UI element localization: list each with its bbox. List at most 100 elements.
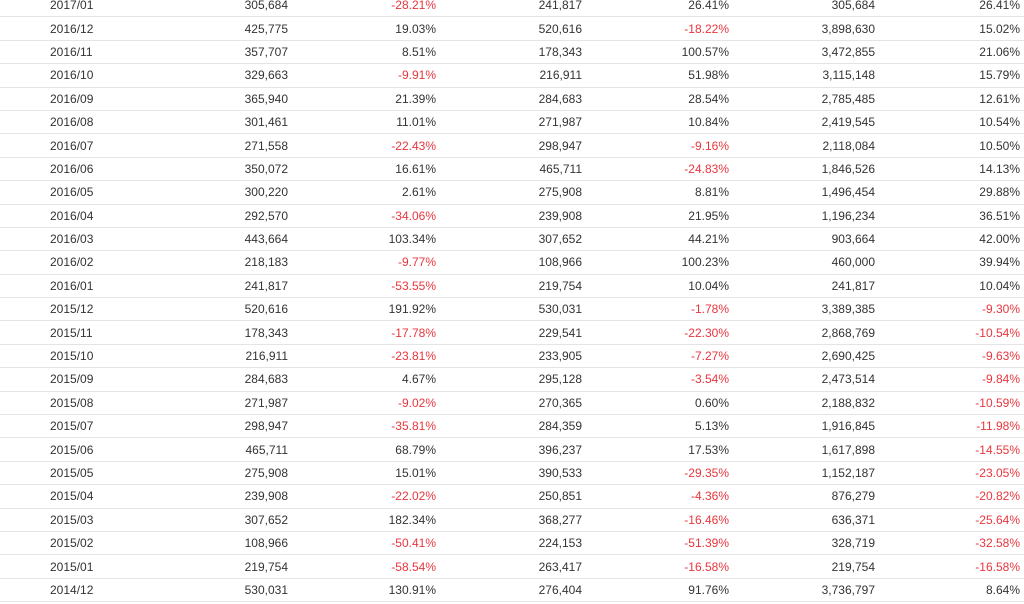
change-b-cell: -1.78% bbox=[582, 297, 729, 322]
change-b-cell: 91.76% bbox=[582, 578, 729, 603]
change-a-cell: 103.34% bbox=[288, 227, 436, 252]
value-a-cell: 307,652 bbox=[130, 508, 288, 532]
change-a-cell: 19.03% bbox=[288, 16, 436, 41]
change-b-cell: -3.54% bbox=[582, 367, 729, 392]
table-row: 2015/01 219,754 -58.54% 263,417 -16.58% 219,7… bbox=[0, 554, 1024, 579]
change-b-cell: 26.41% bbox=[582, 0, 729, 18]
value-a-cell: 465,711 bbox=[130, 437, 288, 462]
month-cell: 2016/09 bbox=[0, 87, 130, 111]
cumulative-change-cell: -9.84% bbox=[875, 367, 1024, 392]
value-a-cell: 329,663 bbox=[130, 63, 288, 88]
cumulative-cell: 3,898,630 bbox=[729, 16, 875, 41]
month-cell: 2015/05 bbox=[0, 461, 130, 486]
table-row: 2014/12 530,031 130.91% 276,404 91.76% 3,736,… bbox=[0, 578, 1024, 603]
cumulative-cell: 1,496,454 bbox=[729, 180, 875, 205]
cumulative-cell: 219,754 bbox=[729, 554, 875, 579]
cumulative-change-cell: 8.64% bbox=[875, 578, 1024, 603]
change-b-cell: 10.04% bbox=[582, 274, 729, 299]
change-a-cell: 191.92% bbox=[288, 297, 436, 322]
change-a-cell: -34.06% bbox=[288, 204, 436, 228]
value-b-cell: 465,711 bbox=[436, 157, 582, 182]
change-a-cell: 21.39% bbox=[288, 87, 436, 111]
change-a-cell: -9.91% bbox=[288, 63, 436, 88]
month-cell: 2017/01 bbox=[0, 0, 130, 18]
cumulative-cell: 3,389,385 bbox=[729, 297, 875, 322]
change-a-cell: -22.43% bbox=[288, 133, 436, 158]
value-b-cell: 229,541 bbox=[436, 320, 582, 345]
cumulative-cell: 2,188,832 bbox=[729, 391, 875, 416]
value-a-cell: 271,987 bbox=[130, 391, 288, 416]
value-a-cell: 443,664 bbox=[130, 227, 288, 252]
change-a-cell: -53.55% bbox=[288, 274, 436, 299]
month-cell: 2015/04 bbox=[0, 484, 130, 509]
month-cell: 2015/01 bbox=[0, 554, 130, 579]
change-b-cell: 0.60% bbox=[582, 391, 729, 416]
table-row: 2016/06 350,072 16.61% 465,711 -24.83% 1,846,… bbox=[0, 157, 1024, 182]
change-a-cell: 130.91% bbox=[288, 578, 436, 603]
month-cell: 2015/07 bbox=[0, 414, 130, 439]
month-cell: 2015/10 bbox=[0, 344, 130, 369]
cumulative-change-cell: -11.98% bbox=[875, 414, 1024, 439]
value-a-cell: 241,817 bbox=[130, 274, 288, 299]
month-cell: 2016/07 bbox=[0, 133, 130, 158]
month-cell: 2015/08 bbox=[0, 391, 130, 416]
table-row: 2015/03 307,652 182.34% 368,277 -16.46% 636,3… bbox=[0, 508, 1024, 532]
value-b-cell: 530,031 bbox=[436, 297, 582, 322]
cumulative-change-cell: 15.79% bbox=[875, 63, 1024, 88]
month-cell: 2016/11 bbox=[0, 40, 130, 65]
value-a-cell: 108,966 bbox=[130, 531, 288, 556]
cumulative-change-cell: -32.58% bbox=[875, 531, 1024, 556]
month-cell: 2016/03 bbox=[0, 227, 130, 252]
change-b-cell: 100.57% bbox=[582, 40, 729, 65]
value-b-cell: 298,947 bbox=[436, 133, 582, 158]
value-b-cell: 250,851 bbox=[436, 484, 582, 509]
cumulative-cell: 2,785,485 bbox=[729, 87, 875, 111]
table-row: 2015/10 216,911 -23.81% 233,905 -7.27% 2,690,… bbox=[0, 344, 1024, 369]
month-cell: 2015/09 bbox=[0, 367, 130, 392]
change-b-cell: 21.95% bbox=[582, 204, 729, 228]
table-row: 2015/12 520,616 191.92% 530,031 -1.78% 3,389,… bbox=[0, 297, 1024, 322]
cumulative-cell: 1,196,234 bbox=[729, 204, 875, 228]
value-a-cell: 292,570 bbox=[130, 204, 288, 228]
cumulative-cell: 2,868,769 bbox=[729, 320, 875, 345]
change-b-cell: 5.13% bbox=[582, 414, 729, 439]
table-row: 2015/02 108,966 -50.41% 224,153 -51.39% 328,7… bbox=[0, 531, 1024, 556]
cumulative-cell: 1,846,526 bbox=[729, 157, 875, 182]
cumulative-change-cell: 10.04% bbox=[875, 274, 1024, 299]
change-a-cell: 2.61% bbox=[288, 180, 436, 205]
change-a-cell: -58.54% bbox=[288, 554, 436, 579]
table-row: 2016/01 241,817 -53.55% 219,754 10.04% 241,81… bbox=[0, 274, 1024, 299]
change-b-cell: -22.30% bbox=[582, 320, 729, 345]
value-b-cell: 307,652 bbox=[436, 227, 582, 252]
value-a-cell: 520,616 bbox=[130, 297, 288, 322]
value-a-cell: 301,461 bbox=[130, 110, 288, 135]
value-a-cell: 350,072 bbox=[130, 157, 288, 182]
table-row: 2017/01 305,684 -28.21% 241,817 26.41% 305,68… bbox=[0, 0, 1024, 18]
table-row: 2016/07 271,558 -22.43% 298,947 -9.16% 2,118,… bbox=[0, 133, 1024, 158]
cumulative-cell: 2,473,514 bbox=[729, 367, 875, 392]
change-b-cell: 28.54% bbox=[582, 87, 729, 111]
change-a-cell: -9.02% bbox=[288, 391, 436, 416]
cumulative-change-cell: 14.13% bbox=[875, 157, 1024, 182]
value-b-cell: 284,359 bbox=[436, 414, 582, 439]
cumulative-change-cell: -20.82% bbox=[875, 484, 1024, 509]
change-b-cell: -4.36% bbox=[582, 484, 729, 509]
change-a-cell: 11.01% bbox=[288, 110, 436, 135]
cumulative-change-cell: 39.94% bbox=[875, 250, 1024, 275]
cumulative-cell: 903,664 bbox=[729, 227, 875, 252]
value-b-cell: 284,683 bbox=[436, 87, 582, 111]
value-a-cell: 305,684 bbox=[130, 0, 288, 18]
value-a-cell: 284,683 bbox=[130, 367, 288, 392]
value-b-cell: 219,754 bbox=[436, 274, 582, 299]
month-cell: 2016/06 bbox=[0, 157, 130, 182]
change-b-cell: -16.46% bbox=[582, 508, 729, 532]
cumulative-change-cell: 26.41% bbox=[875, 0, 1024, 18]
month-cell: 2015/02 bbox=[0, 531, 130, 556]
cumulative-cell: 2,419,545 bbox=[729, 110, 875, 135]
table-row: 2016/02 218,183 -9.77% 108,966 100.23% 460,00… bbox=[0, 250, 1024, 275]
month-cell: 2016/12 bbox=[0, 16, 130, 41]
value-b-cell: 390,533 bbox=[436, 461, 582, 486]
value-b-cell: 178,343 bbox=[436, 40, 582, 65]
value-a-cell: 218,183 bbox=[130, 250, 288, 275]
cumulative-change-cell: 29.88% bbox=[875, 180, 1024, 205]
